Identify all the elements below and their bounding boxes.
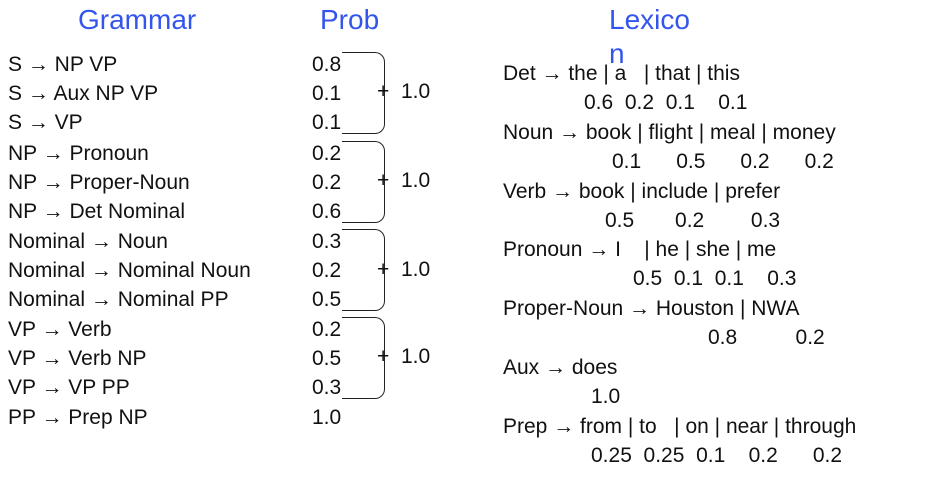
grammar-rule: NP → Det Nominal — [8, 200, 186, 223]
lexicon-probs: 0.5 0.1 0.1 0.3 — [633, 267, 797, 290]
group-sum: 1.0 — [401, 345, 431, 368]
lexicon-rule: Pronoun → I | he | she | me — [503, 238, 777, 261]
lexicon-rule: Det → the | a | that | this — [503, 62, 740, 85]
lexicon-rule: Aux → does — [503, 356, 618, 379]
grammar-rule: VP → Verb — [8, 318, 112, 341]
lexicon-probs: 0.1 0.5 0.2 0.2 — [612, 150, 834, 173]
plus-sign: + — [377, 169, 390, 192]
lexicon-probs: 0.25 0.25 0.1 0.2 0.2 — [591, 444, 843, 467]
lexicon-probs: 0.5 0.2 0.3 — [605, 209, 781, 232]
plus-sign: + — [377, 80, 390, 103]
group-sum: 1.0 — [401, 169, 431, 192]
group-sum: 1.0 — [401, 258, 431, 281]
grammar-rule: S → VP — [8, 111, 83, 134]
rule-prob: 0.5 — [312, 347, 342, 370]
rule-prob: 0.8 — [312, 53, 342, 76]
rule-prob: 0.5 — [312, 288, 342, 311]
prob-group-bracket — [342, 52, 385, 134]
rule-prob: 0.3 — [312, 376, 342, 399]
lexicon-rule: Prep → from | to | on | near | through — [503, 415, 857, 438]
prob-group-bracket — [342, 141, 385, 223]
grammar-rule: S → Aux NP VP — [8, 82, 159, 105]
lexicon-header-line1: Lexico — [609, 4, 690, 35]
grammar-rule: Nominal → Noun — [8, 230, 168, 253]
rule-prob: 0.1 — [312, 111, 342, 134]
lexicon-rule: Noun → book | flight | meal | money — [503, 121, 836, 144]
rule-prob: 0.6 — [312, 200, 342, 223]
rule-prob: 0.2 — [312, 171, 342, 194]
grammar-rule: VP → VP PP — [8, 376, 130, 399]
rule-prob: 0.2 — [312, 142, 342, 165]
lexicon-rule: Proper-Noun → Houston | NWA — [503, 297, 800, 320]
grammar-rule: Nominal → Nominal Noun — [8, 259, 251, 282]
rule-prob: 0.3 — [312, 230, 342, 253]
grammar-rule: S → NP VP — [8, 53, 118, 76]
grammar-rule: NP → Proper-Noun — [8, 171, 190, 194]
lexicon-probs: 1.0 — [591, 385, 621, 408]
rule-prob: 1.0 — [312, 406, 342, 429]
grammar-rule: VP → Verb NP — [8, 347, 147, 370]
grammar-header: Grammar — [78, 4, 197, 35]
grammar-rule: Nominal → Nominal PP — [8, 288, 229, 311]
rule-prob: 0.2 — [312, 259, 342, 282]
rule-prob: 0.1 — [312, 82, 342, 105]
lexicon-probs: 0.8 0.2 — [708, 326, 825, 349]
plus-sign: + — [377, 345, 390, 368]
plus-sign: + — [377, 258, 390, 281]
prob-group-bracket — [342, 229, 385, 311]
grammar-rule: PP → Prep NP — [8, 406, 148, 429]
group-sum: 1.0 — [401, 80, 431, 103]
prob-header: Prob — [320, 4, 380, 35]
grammar-rule: NP → Pronoun — [8, 142, 149, 165]
lexicon-header-line2: n — [609, 38, 625, 69]
lexicon-probs: 0.6 0.2 0.1 0.1 — [584, 91, 748, 114]
prob-group-bracket — [342, 317, 385, 399]
lexicon-rule: Verb → book | include | prefer — [503, 180, 781, 203]
rule-prob: 0.2 — [312, 318, 342, 341]
